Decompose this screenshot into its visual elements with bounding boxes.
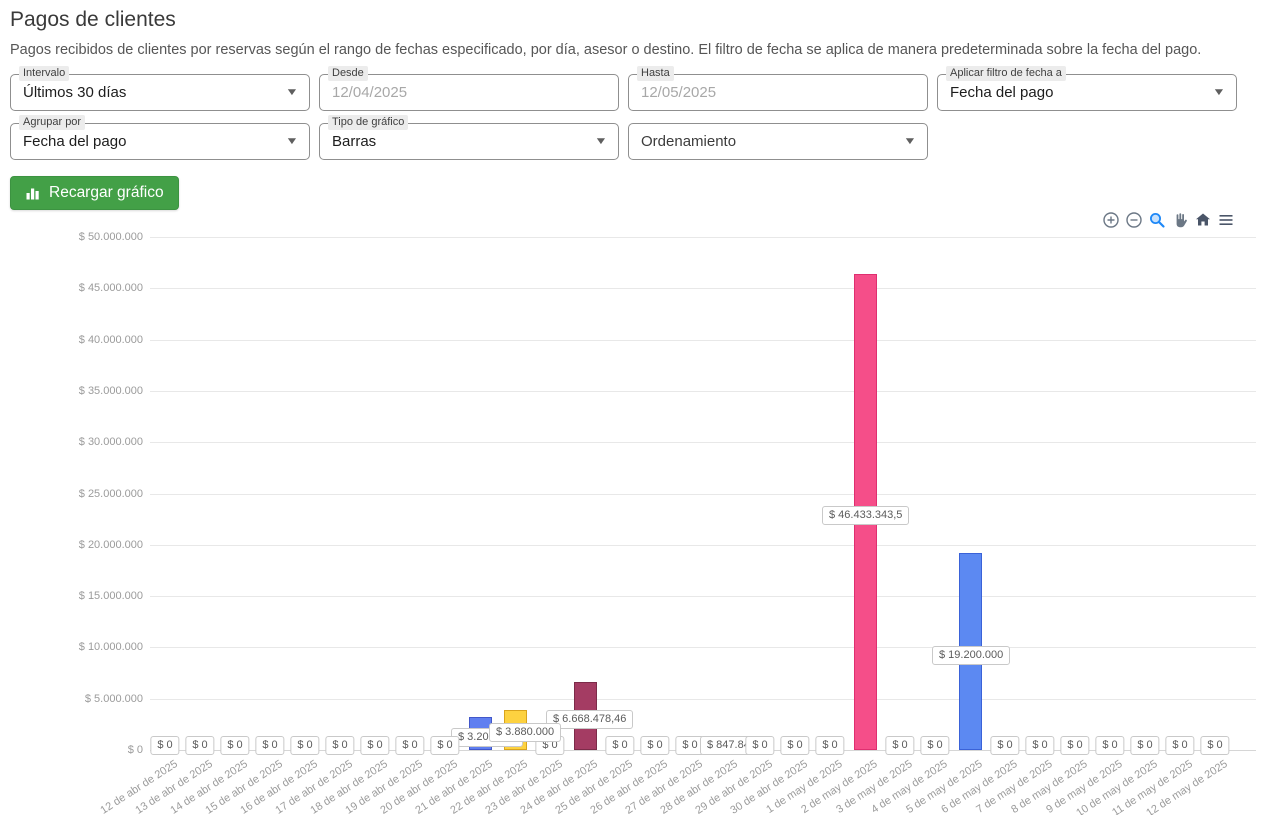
agrupar-por-select[interactable]: Agrupar por Fecha del pago ▼ (10, 115, 310, 160)
bar-value-label: $ 0 (220, 736, 250, 755)
bar-value-label: $ 0 (360, 736, 390, 755)
desde-value: 12/04/2025 (332, 84, 408, 101)
bar-value-label: $ 0 (1060, 736, 1090, 755)
gridline (150, 647, 1256, 649)
y-axis-tick-label: $ 20.000.000 (78, 538, 143, 551)
y-axis-tick-label: $ 0 (127, 744, 143, 756)
bar-value-label: $ 0 (1165, 736, 1195, 755)
agrupar-por-label: Agrupar por (19, 115, 86, 130)
gridline (150, 493, 1256, 495)
bar-value-label: $ 0 (780, 736, 810, 755)
filters-row-1: Intervalo Últimos 30 días ▼ Desde 12/04/… (10, 66, 1267, 111)
gridline (150, 544, 1256, 546)
aplicar-filtro-label: Aplicar filtro de fecha a (946, 66, 1066, 81)
recargar-grafico-button[interactable]: Recargar gráfico (10, 176, 179, 210)
ordenamiento-select[interactable]: Ordenamiento ▼ (628, 123, 928, 160)
filters-row-2: Agrupar por Fecha del pago ▼ Tipo de grá… (10, 115, 1267, 160)
zoom-in-icon[interactable] (1102, 211, 1120, 229)
bar-value-label: $ 0 (150, 736, 180, 755)
chevron-down-icon: ▼ (1212, 87, 1226, 98)
bar-value-label: $ 0 (1095, 736, 1125, 755)
hasta-value: 12/05/2025 (641, 84, 717, 101)
bar-value-label: $ 0 (290, 736, 320, 755)
aplicar-filtro-select[interactable]: Aplicar filtro de fecha a Fecha del pago… (937, 66, 1237, 111)
bar-value-label: $ 0 (325, 736, 355, 755)
bar-value-label: $ 0 (430, 736, 460, 755)
y-axis-tick-label: $ 15.000.000 (78, 590, 143, 603)
intervalo-label: Intervalo (19, 66, 70, 81)
gridline (150, 237, 1256, 238)
chevron-down-icon: ▼ (903, 136, 917, 147)
y-axis-tick-label: $ 30.000.000 (78, 436, 143, 449)
chart-toolbar (1102, 211, 1235, 229)
desde-label: Desde (328, 66, 368, 81)
intervalo-value: Últimos 30 días (23, 84, 127, 101)
bar-value-label: $ 0 (1130, 736, 1160, 755)
tipo-grafico-label: Tipo de gráfico (328, 115, 409, 130)
bar-value-label: $ 0 (255, 736, 285, 755)
aplicar-filtro-value: Fecha del pago (950, 84, 1054, 101)
y-axis-tick-label: $ 45.000.000 (78, 282, 143, 295)
pan-icon[interactable] (1171, 211, 1189, 229)
gridline (150, 698, 1256, 700)
gridline (150, 288, 1256, 290)
y-axis-tick-label: $ 40.000.000 (78, 333, 143, 346)
bar-value-label: $ 19.200.000 (932, 646, 1011, 665)
hasta-label: Hasta (637, 66, 674, 81)
chevron-down-icon: ▼ (285, 136, 299, 147)
bar-value-label: $ 0 (640, 736, 670, 755)
bar-value-label: $ 0 (815, 736, 845, 755)
intervalo-select[interactable]: Intervalo Últimos 30 días ▼ (10, 66, 310, 111)
gridline (150, 390, 1256, 392)
y-axis-tick-label: $ 50.000.000 (78, 231, 143, 243)
payments-bar-chart: $ 0 $ 5.000.000 $ 10.000.000 $ 15.000.000 $ … (0, 210, 1277, 815)
bar-chart-icon (25, 185, 41, 201)
bar-value-label: $ 0 (1200, 736, 1230, 755)
gridline (150, 339, 1256, 341)
zoom-out-icon[interactable] (1125, 211, 1143, 229)
chevron-down-icon: ▼ (594, 136, 608, 147)
chevron-down-icon: ▼ (285, 87, 299, 98)
bar-value-label: $ 0 (990, 736, 1020, 755)
bar-value-label: $ 0 (395, 736, 425, 755)
tipo-grafico-select[interactable]: Tipo de gráfico Barras ▼ (319, 115, 619, 160)
bar-value-label: $ 0 (185, 736, 215, 755)
agrupar-por-value: Fecha del pago (23, 133, 127, 150)
bar-value-label: $ 3.880.000 (489, 723, 562, 742)
bar-value-label: $ 46.433.343,5 (822, 506, 910, 525)
ordenamiento-placeholder: Ordenamiento (641, 133, 737, 150)
gridline (150, 442, 1256, 444)
page-title: Pagos de clientes (10, 8, 176, 31)
bar-value-label: $ 0 (920, 736, 950, 755)
bar-value-label: $ 0 (1025, 736, 1055, 755)
page-description: Pagos recibidos de clientes por reservas… (10, 42, 1202, 58)
menu-icon[interactable] (1217, 211, 1235, 229)
bar-value-label: $ 0 (605, 736, 635, 755)
tipo-grafico-value: Barras (332, 133, 377, 150)
y-axis-tick-label: $ 10.000.000 (78, 641, 143, 654)
hasta-date-input[interactable]: Hasta 12/05/2025 (628, 66, 928, 111)
y-axis-tick-label: $ 5.000.000 (84, 692, 143, 705)
home-icon[interactable] (1194, 211, 1212, 229)
recargar-grafico-label: Recargar gráfico (49, 184, 164, 201)
y-axis-tick-label: $ 35.000.000 (78, 384, 143, 397)
bar-value-label: $ 0 (885, 736, 915, 755)
desde-date-input[interactable]: Desde 12/04/2025 (319, 66, 619, 111)
gridline (150, 596, 1256, 598)
bar-value-label: $ 6.668.478,46 (546, 710, 634, 729)
box-zoom-icon[interactable] (1148, 211, 1166, 229)
bar-value-label: $ 0 (745, 736, 775, 755)
y-axis-tick-label: $ 25.000.000 (78, 487, 143, 500)
